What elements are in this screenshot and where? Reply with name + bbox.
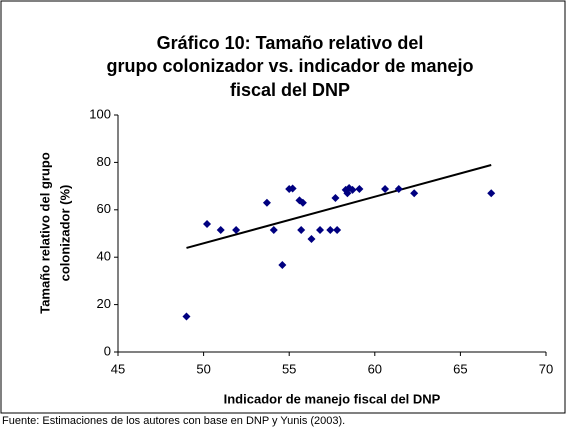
data-point bbox=[348, 185, 357, 194]
x-axis-label: Indicador de manejo fiscal del DNP bbox=[224, 391, 441, 406]
x-tick-label: 50 bbox=[196, 361, 210, 376]
x-tick-label: 60 bbox=[368, 361, 382, 376]
x-tick-label: 45 bbox=[111, 361, 125, 376]
x-tick-label: 65 bbox=[453, 361, 467, 376]
data-point bbox=[355, 184, 364, 193]
data-point bbox=[182, 312, 191, 321]
y-tick-label: 60 bbox=[97, 201, 111, 216]
y-tick-label: 20 bbox=[97, 296, 111, 311]
data-point bbox=[381, 184, 390, 193]
data-point bbox=[394, 184, 403, 193]
data-point bbox=[216, 225, 225, 234]
data-point bbox=[343, 189, 352, 198]
source-bg bbox=[0, 414, 566, 427]
data-point bbox=[269, 225, 278, 234]
y-tick-label: 80 bbox=[97, 154, 111, 169]
y-tick-label: 40 bbox=[97, 249, 111, 264]
chart-title: Gráfico 10: Tamaño relativo del bbox=[157, 33, 424, 53]
y-axis-label: colonizador (%) bbox=[57, 185, 72, 282]
trend-line bbox=[186, 164, 492, 249]
data-point bbox=[203, 220, 212, 229]
data-point bbox=[331, 193, 340, 202]
chart-title: grupo colonizador vs. indicador de manej… bbox=[106, 56, 473, 76]
data-point bbox=[316, 225, 325, 234]
y-tick-label: 0 bbox=[104, 343, 111, 358]
data-point bbox=[278, 261, 287, 270]
data-point bbox=[410, 189, 419, 198]
data-point bbox=[297, 225, 306, 234]
data-point bbox=[487, 189, 496, 198]
data-point bbox=[288, 184, 297, 193]
data-point bbox=[326, 225, 335, 234]
source-note: Fuente: Estimaciones de los autores con … bbox=[2, 415, 345, 427]
data-point bbox=[262, 198, 271, 207]
data-point bbox=[232, 225, 241, 234]
chart-title: fiscal del DNP bbox=[230, 80, 350, 100]
chart-border bbox=[0, 0, 566, 414]
data-point bbox=[298, 198, 307, 207]
x-tick-label: 70 bbox=[539, 361, 553, 376]
y-tick-label: 100 bbox=[89, 106, 111, 121]
x-tick-label: 55 bbox=[282, 361, 296, 376]
data-point bbox=[333, 225, 342, 234]
y-axis-label: Tamaño relativo del grupo bbox=[37, 152, 52, 314]
data-point bbox=[307, 234, 316, 243]
